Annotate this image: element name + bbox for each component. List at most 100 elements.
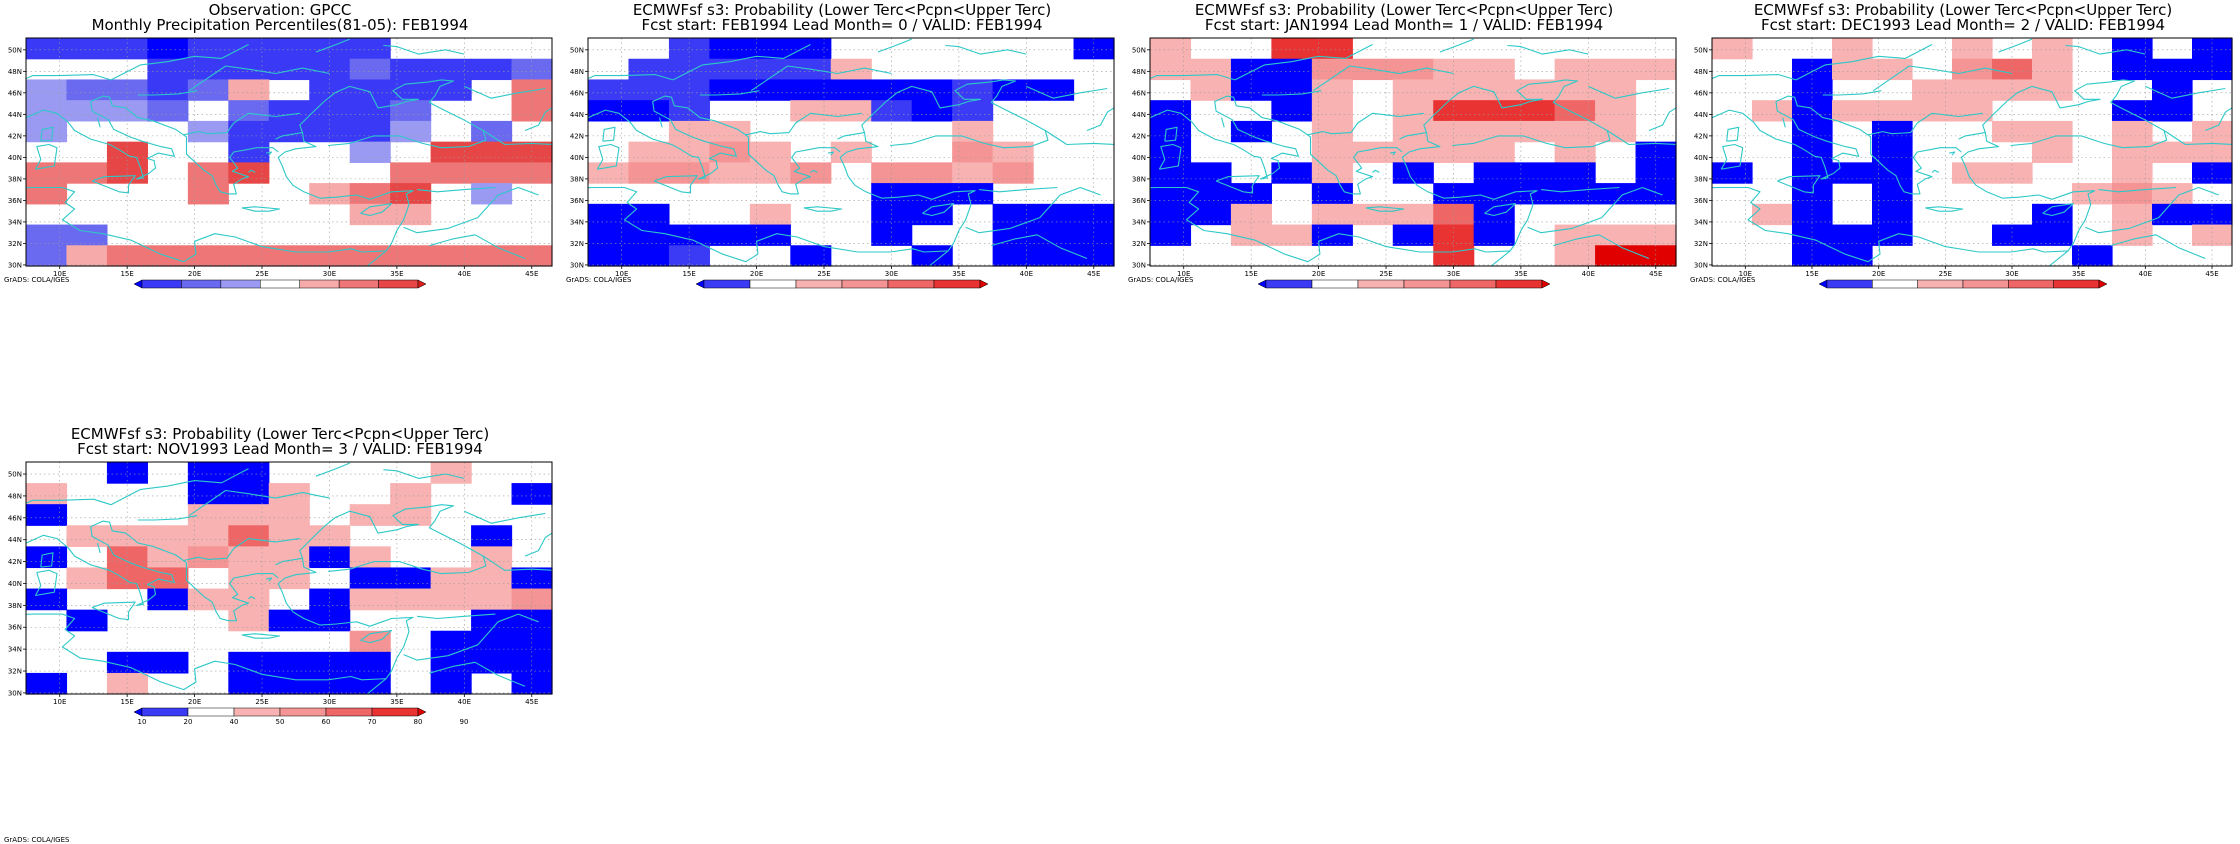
grid-cell: [187, 183, 229, 205]
grid-cell: [1635, 245, 1677, 267]
coastline: [1720, 143, 1744, 170]
lon-tick-label: 45E: [1087, 270, 1100, 278]
grid-cell: [511, 651, 553, 674]
coastline: [2048, 250, 2069, 266]
colorbar-swatch: [141, 279, 182, 289]
coastline: [188, 65, 330, 92]
grid-cell: [1150, 38, 1192, 60]
coastline: [417, 186, 496, 193]
coastline: [588, 74, 674, 81]
coastline: [26, 95, 279, 195]
grid-cell: [2192, 141, 2233, 163]
coastline: [810, 169, 818, 173]
panel-title-line2: Monthly Precipitation Percentiles(81-05)…: [91, 16, 469, 34]
lat-tick-label: 30N: [570, 261, 584, 269]
lat-tick-label: 42N: [8, 132, 22, 140]
grid-cell: [349, 38, 391, 60]
colorbar-swatch: [1357, 279, 1405, 289]
lat-tick-label: 34N: [8, 218, 22, 226]
grid-cell: [1433, 58, 1475, 81]
grid-cell: [106, 525, 148, 547]
coastline: [1867, 122, 1918, 136]
coastline: [1925, 206, 1964, 212]
coastline: [1541, 186, 1620, 193]
grid-cell: [309, 120, 351, 143]
grid-cell: [2072, 183, 2113, 205]
grid-cell: [309, 79, 351, 101]
coastline: [2098, 186, 2177, 193]
grid-cell: [1595, 100, 1637, 122]
lat-tick-label: 42N: [1132, 132, 1146, 140]
coastline: [34, 143, 58, 170]
grid-cell: [588, 245, 630, 267]
grid-cell: [147, 100, 189, 122]
grid-cell: [1595, 245, 1637, 267]
coastline: [750, 65, 892, 92]
grid-cell: [390, 120, 432, 143]
map-frame: [26, 38, 553, 267]
grid-cell: [66, 162, 108, 184]
panel-title-line2: Fcst start: DEC1993 Lead Month= 2 / VALI…: [1760, 16, 2166, 34]
grid-cell: [349, 141, 391, 163]
grid-cell: [1514, 183, 1556, 205]
coastline: [1527, 186, 1663, 234]
lat-tick-label: 50N: [8, 46, 22, 54]
grid-cell: [2112, 58, 2153, 81]
coastline: [2065, 44, 2146, 55]
probability-map: 30N 32N 34N 36N 38N 40N 42N 44N 46N 48N 50N 10E 15E 2…: [8, 461, 553, 726]
grid-cell: [1792, 58, 1833, 81]
grid-cell: [511, 483, 553, 505]
grid-cell: [349, 245, 391, 267]
panel-title-line2: Fcst start: JAN1994 Lead Month= 1 / VALI…: [1204, 16, 1604, 34]
grid-cell: [628, 141, 670, 163]
grid-cell: [1872, 58, 1913, 81]
lon-tick-label: 10E: [53, 698, 66, 706]
colorbar-swatch: [1495, 279, 1543, 289]
lat-tick-label: 30N: [1694, 261, 1708, 269]
grid-cell: [268, 38, 310, 60]
grid-cell: [390, 483, 432, 505]
lon-tick-label: 30E: [885, 270, 898, 278]
lon-tick-label: 45E: [2205, 270, 2218, 278]
grid-cell: [1311, 38, 1353, 60]
lon-tick-label: 45E: [525, 698, 538, 706]
grid-cell: [1311, 58, 1353, 81]
coastline: [233, 538, 300, 549]
coastline: [588, 95, 841, 195]
grid-cell: [1872, 100, 1913, 122]
grid-cell: [2032, 203, 2073, 226]
grid-cell: [1473, 58, 1515, 81]
grid-cell: [106, 651, 148, 674]
coastline: [403, 186, 539, 234]
lon-tick-label: 25E: [1379, 270, 1392, 278]
grid-cell: [1392, 224, 1434, 246]
grid-cell: [1150, 224, 1192, 246]
lat-tick-label: 44N: [1694, 111, 1708, 119]
grid-cell: [349, 183, 391, 205]
coastline: [91, 601, 136, 621]
grid-cell: [1473, 203, 1515, 226]
grid-cell: [26, 588, 68, 611]
grid-cell: [1792, 120, 1833, 143]
grid-cell: [1473, 141, 1515, 163]
lon-tick-label: 20E: [1872, 270, 1885, 278]
grid-cell: [588, 162, 630, 184]
coastline: [26, 79, 487, 263]
grid-cell: [228, 245, 270, 267]
grid-cell: [749, 79, 791, 101]
coastline: [827, 151, 835, 156]
coastline: [699, 90, 760, 96]
colorbar-swatch: [279, 707, 327, 717]
grid-cell: [1073, 245, 1115, 267]
grid-cell: [268, 245, 310, 267]
lon-tick-label: 35E: [390, 270, 403, 278]
grid-cell: [228, 546, 270, 569]
grid-cell: [228, 504, 270, 526]
grid-cell: [26, 546, 68, 569]
coastline: [1158, 143, 1182, 170]
lat-tick-label: 36N: [1694, 197, 1708, 205]
grid-cell: [1311, 100, 1353, 122]
grid-cell: [471, 588, 513, 611]
grid-cell: [1150, 203, 1192, 226]
grid-cell: [1073, 38, 1115, 60]
